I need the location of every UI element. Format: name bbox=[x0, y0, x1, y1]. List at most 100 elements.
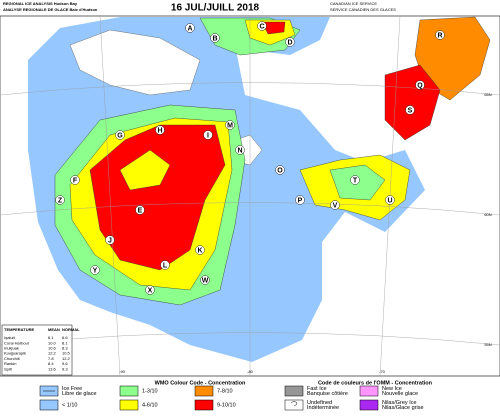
region-label: H bbox=[157, 127, 162, 134]
region-label: C bbox=[259, 23, 264, 30]
region-label: Z bbox=[58, 197, 63, 204]
legend-symbol bbox=[290, 401, 298, 407]
region-marker bbox=[160, 260, 170, 270]
table-cell: 10.6 bbox=[48, 345, 57, 350]
table-frame bbox=[1, 324, 73, 376]
legend-label: Libre de glace bbox=[62, 391, 97, 397]
graticule bbox=[99, 15, 121, 377]
date: 16 JUL/JUILL 2018 bbox=[171, 3, 260, 14]
region-marker bbox=[285, 37, 295, 47]
agency-fr: SERVICE CANADIEN DES GLACES bbox=[330, 7, 396, 12]
legend-swatch bbox=[359, 399, 379, 411]
table-cell: Inukjuak bbox=[4, 345, 19, 350]
table-cell: Rankin bbox=[4, 361, 16, 366]
legend-label: Nilas/Grey Ice bbox=[382, 400, 417, 406]
region-label: L bbox=[163, 262, 168, 269]
region-marker bbox=[195, 245, 205, 255]
ice-9-10 bbox=[384, 64, 441, 141]
legend-label: Banquise côtière bbox=[307, 391, 348, 397]
region-marker bbox=[55, 195, 65, 205]
region-marker bbox=[405, 105, 415, 115]
legend-swatch bbox=[284, 385, 304, 397]
table-header: MEAN bbox=[48, 327, 60, 332]
agency: CANADIAN ICE SERVICE bbox=[330, 1, 377, 6]
region-marker bbox=[385, 195, 395, 205]
legend: WMO Colour Code - Concentration Code de … bbox=[39, 380, 433, 411]
table-header: TEMPERATURE bbox=[4, 327, 34, 332]
region-marker bbox=[115, 130, 125, 140]
legend-swatch bbox=[194, 385, 214, 397]
temperature-table: TEMPERATURE MEAN NORMAL Iqaluit 6.1 6.6 Coral … bbox=[1, 324, 80, 376]
table-cell: Split bbox=[4, 366, 13, 371]
region-marker bbox=[135, 205, 145, 215]
table-header: NORMAL bbox=[62, 327, 80, 332]
region-marker bbox=[155, 125, 165, 135]
table-cell: 10.5 bbox=[62, 351, 71, 356]
table-cell: 9.3 bbox=[62, 366, 68, 371]
region-label: T bbox=[353, 177, 358, 184]
legend-label: 9-10/10 bbox=[217, 402, 236, 408]
legend-title-fr: Code de couleurs de l'OMM - Concentratio… bbox=[318, 380, 433, 386]
region-label: W bbox=[202, 277, 209, 284]
table-cell: 8.1 bbox=[62, 340, 68, 345]
region-marker bbox=[275, 165, 285, 175]
region-label: R bbox=[437, 32, 442, 39]
longitude-label: -90 bbox=[119, 369, 126, 374]
legend-label: < 1/10 bbox=[62, 402, 77, 408]
region-label: P bbox=[298, 197, 303, 204]
map: 65N 60N 55N -90 -80 -70 A B C D E F G H I J K L M N O P Q R S T U V… bbox=[0, 15, 500, 377]
legend-label: Ice Free bbox=[62, 386, 82, 392]
table-cell: Churchill bbox=[4, 356, 20, 361]
region-marker bbox=[330, 200, 340, 210]
table-cell: Kuujjuarapik bbox=[4, 351, 26, 356]
ice-7-8 bbox=[414, 16, 491, 101]
region-marker bbox=[185, 23, 195, 33]
region-marker bbox=[235, 145, 245, 155]
region-marker bbox=[295, 195, 305, 205]
table-cell: 8.3 bbox=[62, 345, 68, 350]
legend-swatch bbox=[194, 399, 214, 411]
legend-label: Nilas/Glace grise bbox=[382, 405, 424, 411]
subtitle: ANALYSE REGIONALE DE GLACE Baie d'Hudson bbox=[3, 7, 98, 12]
region-marker bbox=[90, 265, 100, 275]
region-marker bbox=[145, 285, 155, 295]
region-label: B bbox=[212, 35, 217, 42]
table-cell: 7.8 bbox=[48, 356, 54, 361]
land bbox=[69, 29, 201, 96]
region-marker bbox=[203, 130, 213, 140]
legend-swatch bbox=[119, 399, 139, 411]
table-cell: 9.6 bbox=[62, 361, 68, 366]
legend-swatch bbox=[359, 385, 379, 397]
region-marker bbox=[435, 30, 445, 40]
region-label: U bbox=[387, 197, 392, 204]
region-label: S bbox=[408, 107, 413, 114]
region-marker bbox=[257, 21, 267, 31]
region-label: K bbox=[197, 247, 202, 254]
region-label: F bbox=[73, 177, 78, 184]
region-label: E bbox=[138, 207, 143, 214]
region-marker bbox=[105, 235, 115, 245]
title: REGIONAL ICE ANALYSIS Hudson Bay bbox=[3, 1, 78, 6]
region-marker bbox=[225, 120, 235, 130]
ice-9-10 bbox=[89, 124, 226, 271]
region-label: Q bbox=[417, 82, 423, 89]
table-cell: 12.2 bbox=[48, 351, 57, 356]
legend-swatch bbox=[284, 399, 304, 411]
legend-swatch bbox=[119, 385, 139, 397]
region-label: M bbox=[227, 122, 233, 129]
table-cell: 8.4 bbox=[48, 361, 54, 366]
table-cell: 10.0 bbox=[48, 340, 57, 345]
legend-label: Nouvelle glace bbox=[382, 391, 418, 397]
legend-label: 4-6/10 bbox=[142, 402, 158, 408]
ice-4-6 bbox=[119, 149, 171, 191]
latitude-label: 65N bbox=[484, 92, 491, 97]
table-cell: 12.2 bbox=[62, 356, 71, 361]
legend-label: Fast Ice bbox=[307, 386, 327, 392]
table-cell: Iqaluit bbox=[4, 335, 16, 340]
region-label: V bbox=[333, 202, 338, 209]
region-marker bbox=[415, 80, 425, 90]
legend-swatch bbox=[39, 399, 59, 411]
legend-label: Undefined bbox=[307, 400, 332, 406]
region-label: X bbox=[148, 287, 153, 294]
